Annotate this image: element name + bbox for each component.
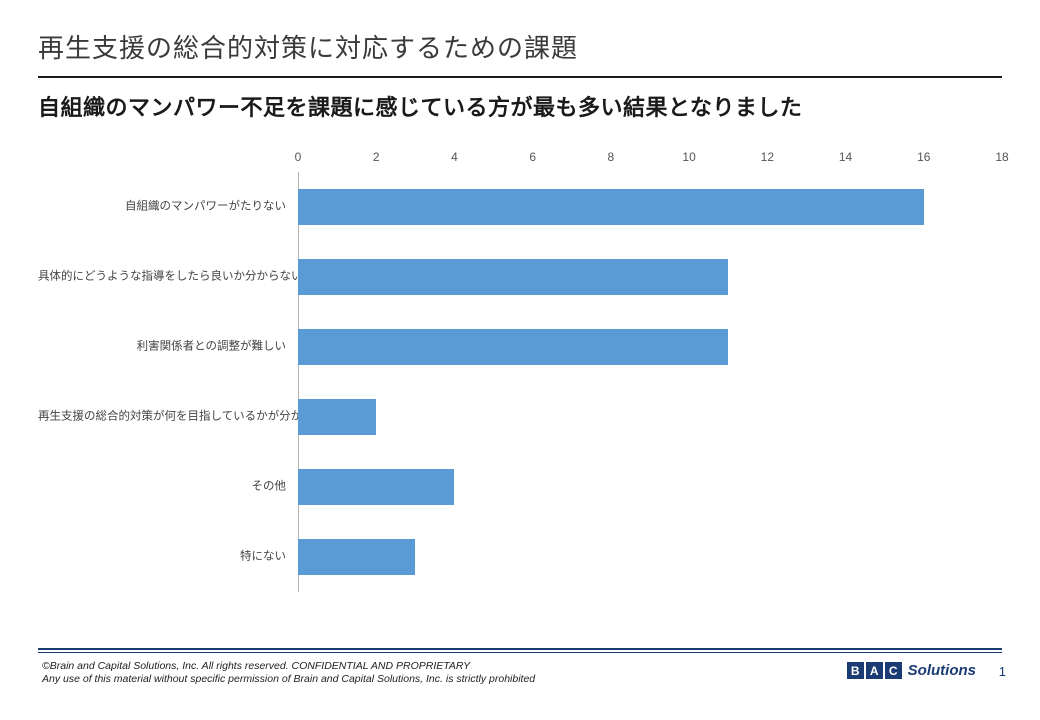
- copyright-line-2: Any use of this material without specifi…: [42, 673, 535, 686]
- bar: [298, 539, 415, 575]
- bar-chart: 024681012141618 自組織のマンパワーがたりない具体的にどうような指…: [38, 150, 1002, 600]
- page-number: 1: [999, 664, 1006, 679]
- logo-text: Solutions: [908, 662, 976, 679]
- x-tick: 10: [682, 150, 695, 164]
- bar: [298, 469, 454, 505]
- bar-row: 利害関係者との調整が難しい: [38, 312, 1002, 382]
- logo-letter-box: A: [866, 662, 883, 679]
- x-axis-labels: 024681012141618: [38, 150, 1002, 170]
- x-tick: 8: [608, 150, 615, 164]
- x-tick: 6: [529, 150, 536, 164]
- x-tick: 2: [373, 150, 380, 164]
- bar-row: 特にない: [38, 522, 1002, 592]
- x-tick: 18: [995, 150, 1008, 164]
- bar-row: その他: [38, 452, 1002, 522]
- bar-label: 自組織のマンパワーがたりない: [38, 200, 286, 215]
- bar-label: 特にない: [38, 550, 286, 565]
- title-underline: [38, 76, 1002, 78]
- bar-row: 自組織のマンパワーがたりない: [38, 172, 1002, 242]
- logo-letter-box: C: [885, 662, 902, 679]
- brand-logo: BAC Solutions: [847, 662, 976, 679]
- slide-title: 再生支援の総合的対策に対応するための課題: [38, 28, 578, 65]
- footer-rule-bottom: [38, 652, 1002, 653]
- x-tick: 4: [451, 150, 458, 164]
- bar-row: 具体的にどうような指導をしたら良いか分からない: [38, 242, 1002, 312]
- x-tick: 12: [761, 150, 774, 164]
- x-tick: 0: [295, 150, 302, 164]
- bar-row: 再生支援の総合的対策が何を目指しているかが分からない: [38, 382, 1002, 452]
- bar-label: その他: [38, 480, 286, 495]
- logo-letter-boxes: BAC: [847, 662, 902, 679]
- bar: [298, 399, 376, 435]
- x-tick: 14: [839, 150, 852, 164]
- slide: 再生支援の総合的対策に対応するための課題 自組織のマンパワー不足を課題に感じてい…: [0, 0, 1040, 720]
- bar-label: 利害関係者との調整が難しい: [38, 340, 286, 355]
- bar: [298, 189, 924, 225]
- bar: [298, 329, 728, 365]
- x-tick: 16: [917, 150, 930, 164]
- footer-rule-top: [38, 648, 1002, 650]
- bar-label: 再生支援の総合的対策が何を目指しているかが分からない: [38, 410, 286, 425]
- slide-subtitle: 自組織のマンパワー不足を課題に感じている方が最も多い結果となりました: [38, 90, 802, 122]
- bar: [298, 259, 728, 295]
- logo-letter-box: B: [847, 662, 864, 679]
- bar-label: 具体的にどうような指導をしたら良いか分からない: [38, 270, 286, 285]
- copyright-line-1: ©Brain and Capital Solutions, Inc. All r…: [42, 660, 535, 673]
- copyright-text: ©Brain and Capital Solutions, Inc. All r…: [42, 660, 535, 686]
- plot-area: 自組織のマンパワーがたりない具体的にどうような指導をしたら良いか分からない利害関…: [38, 172, 1002, 592]
